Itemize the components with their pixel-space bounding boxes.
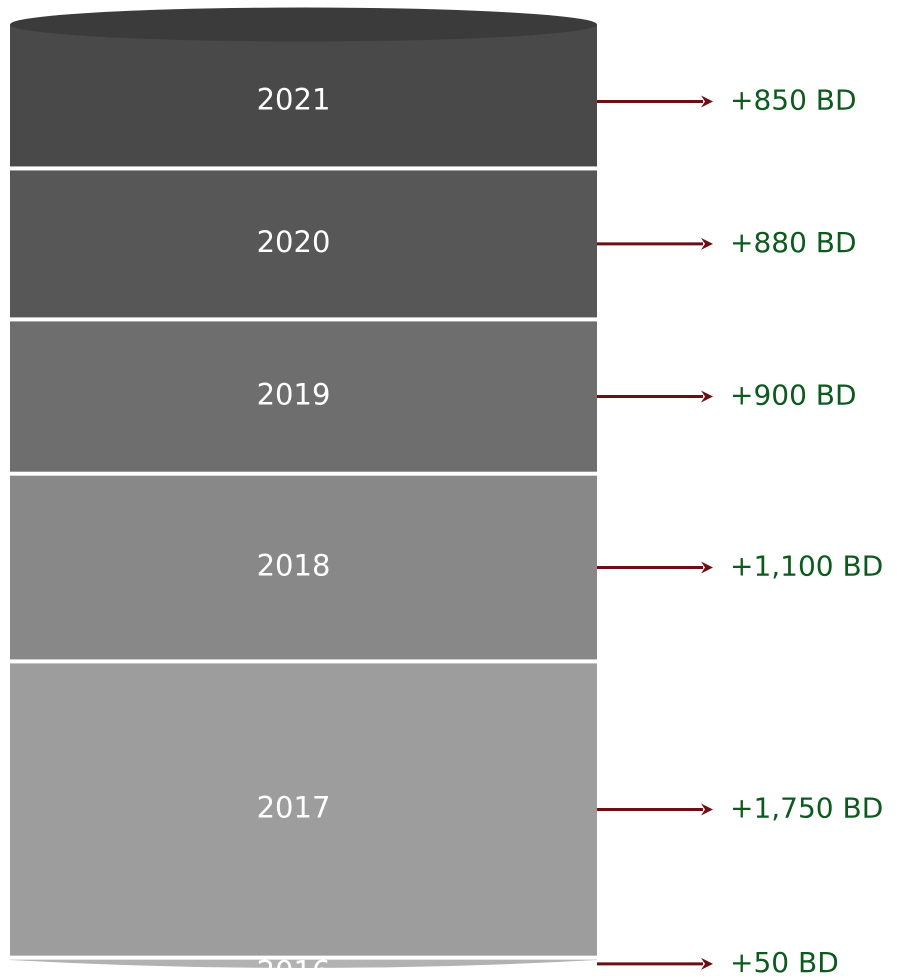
value-label: +1,750 BD [730, 792, 883, 825]
segment-label: 2018 [257, 549, 331, 583]
cylinder-segment [10, 170, 597, 318]
segment-label: 2016 [257, 955, 331, 976]
cylinder-segment [10, 663, 597, 956]
value-label: +850 BD [730, 83, 857, 116]
cylinder-top [10, 7, 597, 42]
segment-label: 2019 [257, 378, 331, 412]
cylinder-segment [10, 24, 597, 167]
segment-label: 2020 [257, 225, 331, 259]
value-label: +1,100 BD [730, 550, 883, 583]
value-label: +900 BD [730, 379, 857, 412]
value-label: +880 BD [730, 226, 857, 259]
value-label: +50 BD [730, 946, 839, 976]
segment-label: 2021 [257, 82, 331, 116]
segment-label: 2017 [257, 791, 331, 825]
cylinder-segment [10, 959, 597, 968]
cylinder-segment [10, 321, 597, 472]
cylinder-segment [10, 475, 597, 660]
